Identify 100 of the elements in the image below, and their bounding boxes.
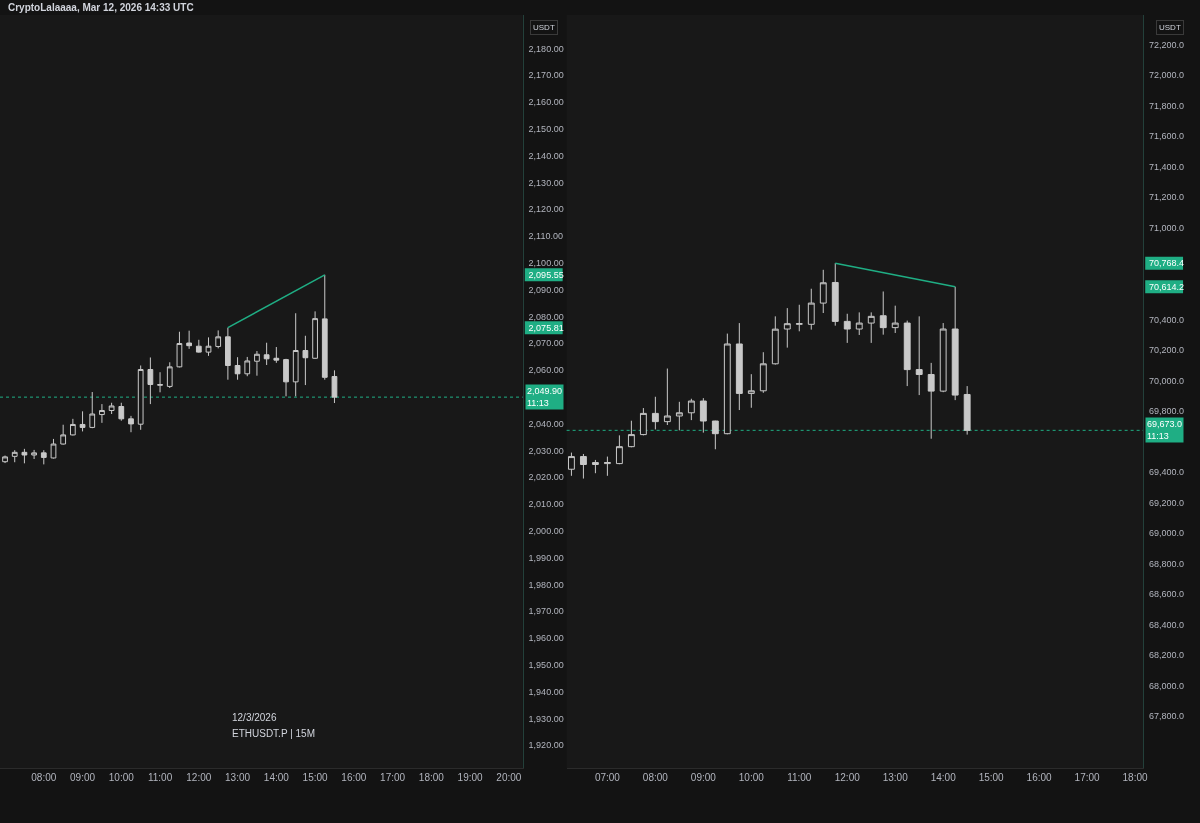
y-tick-label: 67,800.0 — [1149, 711, 1185, 722]
x-tick-label: 08:00 — [642, 772, 669, 783]
candlestick — [579, 453, 587, 480]
candlestick — [795, 304, 803, 332]
x-tick-label: 13:00 — [225, 772, 251, 783]
x-tick-label: 13:00 — [882, 772, 909, 783]
candlestick — [166, 361, 173, 389]
candlestick — [331, 369, 338, 404]
candlestick — [939, 322, 947, 393]
y-tick-label: 1,930.00 — [528, 713, 564, 724]
candlestick — [639, 407, 647, 436]
candlestick — [263, 342, 270, 366]
x-tick-label: 17:00 — [1074, 772, 1101, 783]
candlestick — [807, 288, 815, 331]
candlestick — [855, 311, 863, 336]
x-tick-label: 12:00 — [834, 772, 861, 783]
x-tick-label: 18:00 — [1122, 772, 1149, 783]
y-tick-label: 68,600.0 — [1149, 589, 1185, 600]
y-tick-label: 71,800.0 — [1149, 100, 1185, 111]
candlestick — [40, 449, 47, 465]
candlestick — [195, 339, 202, 354]
candlestick — [903, 320, 911, 387]
y-tick-label: 69,200.0 — [1149, 497, 1185, 508]
candlestick — [99, 403, 105, 424]
y-tick-label: 2,000.00 — [528, 526, 564, 536]
y-tick-label: 2,140.00 — [528, 150, 564, 161]
y-tick-label: 71,600.0 — [1149, 131, 1185, 142]
candlestick — [627, 420, 635, 448]
y-tick-label: 71,200.0 — [1149, 192, 1185, 203]
y-tick-label: 1,920.00 — [528, 740, 564, 751]
candlestick — [205, 336, 212, 357]
candlestick — [244, 356, 251, 377]
y-tick-label: 70,200.0 — [1149, 345, 1185, 356]
candlestick — [283, 358, 289, 397]
y-axis-title: USDT — [533, 23, 555, 32]
y-tick-label: 2,100.00 — [528, 258, 564, 269]
y-tick-label: 2,110.00 — [528, 231, 563, 242]
candlestick — [687, 398, 695, 421]
chart-title: CryptoLalaaaa, Mar 12, 2026 14:33 UTC — [8, 2, 194, 13]
y-tick-label: 69,400.0 — [1149, 467, 1185, 478]
candlestick — [711, 420, 719, 450]
candlestick — [915, 315, 923, 396]
ref-line-label: 2,049.90 11:13 — [527, 386, 563, 408]
y-tick-label: 2,020.00 — [528, 472, 564, 483]
x-tick-label: 10:00 — [738, 772, 765, 783]
y-tick-label: 2,060.00 — [528, 365, 564, 376]
x-tick-label: 09:00 — [70, 772, 96, 783]
x-tick-label: 09:00 — [690, 772, 717, 783]
y-tick-label: 2,080.00 — [528, 311, 564, 322]
x-tick-label: 15:00 — [302, 772, 329, 783]
y-tick-label: 1,960.00 — [528, 633, 564, 644]
x-tick-label: 19:00 — [457, 772, 484, 783]
candlestick — [215, 329, 222, 349]
y-tick-label: 71,000.0 — [1149, 223, 1185, 233]
candlestick — [735, 322, 743, 411]
candlestick — [819, 269, 827, 314]
y-tick-label: 1,940.00 — [528, 686, 564, 697]
candlestick — [663, 368, 671, 426]
candlestick — [603, 456, 611, 477]
x-tick-label: 14:00 — [930, 772, 957, 783]
x-tick-label: 17:00 — [380, 772, 406, 783]
candlestick — [867, 311, 875, 344]
y-tick-label: 2,180.00 — [528, 43, 564, 54]
y-tick-label: 2,130.00 — [528, 177, 564, 188]
y-tick-label: 2,120.00 — [528, 204, 564, 215]
candlestick — [927, 362, 935, 440]
candlestick — [234, 356, 241, 381]
candlestick — [615, 434, 623, 465]
x-tick-label: 12:00 — [186, 772, 212, 783]
candlestick — [89, 391, 96, 429]
candlestick — [963, 385, 971, 436]
y-tick-label: 2,090.00 — [528, 284, 564, 295]
candlestick — [2, 455, 8, 464]
candlestick — [31, 449, 37, 460]
candlestick — [50, 438, 57, 459]
x-tick-label: 11:00 — [787, 772, 812, 783]
candlestick — [951, 286, 959, 401]
candlestick — [108, 402, 115, 415]
x-tick-label: 10:00 — [108, 772, 135, 783]
candlestick — [79, 410, 86, 432]
candlestick — [879, 290, 887, 336]
y-tick-label: 72,000.0 — [1149, 70, 1185, 81]
y-tick-label: 69,000.0 — [1149, 528, 1185, 539]
candlestick — [699, 397, 707, 434]
candlestick — [157, 371, 163, 393]
candlestick — [831, 262, 839, 327]
candlestick — [11, 449, 18, 463]
y-axis-title: USDT — [1159, 23, 1181, 32]
x-tick-label: 08:00 — [31, 772, 57, 783]
y-tick-label: 2,170.00 — [528, 70, 564, 81]
y-tick-label: 72,200.0 — [1149, 39, 1185, 50]
y-tick-label: 68,200.0 — [1149, 650, 1185, 661]
candlestick — [302, 335, 309, 386]
candlestick — [69, 418, 76, 436]
candlestick — [128, 415, 134, 433]
candlestick — [321, 274, 328, 381]
y-tick-label: 2,030.00 — [528, 445, 564, 456]
y-tick-label: 2,070.00 — [528, 338, 564, 349]
candlestick — [292, 312, 299, 397]
candlestick — [591, 459, 599, 474]
